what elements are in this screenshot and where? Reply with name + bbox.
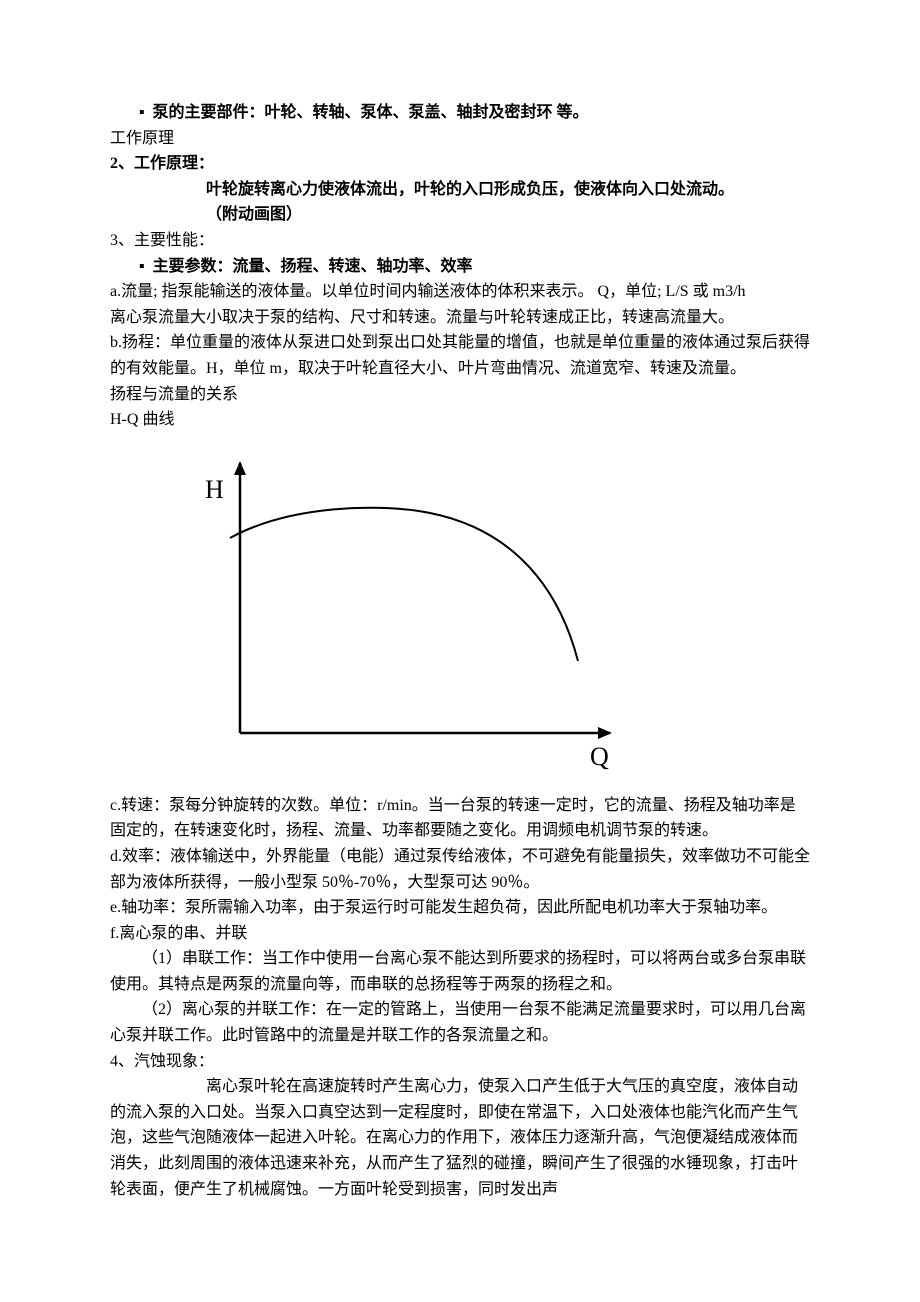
- principle-desc: 叶轮旋转离心力使液体流出，叶轮的入口形成负压，使液体向入口处流动。: [206, 177, 810, 203]
- hq-chart: HQ: [170, 443, 810, 773]
- para-d: d.效率：液体输送中，外界能量（电能）通过泵传给液体，不可避免有能量损失，效率做…: [110, 844, 810, 895]
- bullet-parts: ▪ 泵的主要部件：叶轮、转轴、泵体、泵盖、轴封及密封环 等。: [158, 100, 810, 126]
- bullet-params: ▪ 主要参数：流量、扬程、转速、轴功率、效率: [158, 254, 810, 280]
- para-cavitation: 离心泵叶轮在高速旋转时产生离心力，使泵入口产生低于大气压的真空度，液体自动的流入…: [110, 1074, 810, 1202]
- svg-text:Q: Q: [590, 742, 609, 771]
- para-f1: （1）串联工作：当工作中使用一台离心泵不能达到所要求的扬程时，可以将两台或多台泵…: [110, 946, 810, 997]
- para-b: b.扬程：单位重量的液体从泵进口处到泵出口处其能量的增值，也就是单位重量的液体通…: [110, 330, 810, 381]
- para-a: a.流量; 指泵能输送的液体量。以单位时间内输送液体的体积来表示。 Q，单位; …: [110, 279, 810, 305]
- section-2-title: 2、工作原理：: [110, 151, 810, 177]
- parts-text: 泵的主要部件：叶轮、转轴、泵体、泵盖、轴封及密封环 等。: [152, 104, 588, 121]
- params-text: 主要参数：流量、扬程、转速、轴功率、效率: [152, 258, 472, 275]
- section-4-title: 4、汽蚀现象：: [110, 1049, 810, 1075]
- para-e: e.轴功率：泵所需输入功率，由于泵运行时可能发生超负荷，因此所配电机功率大于泵轴…: [110, 895, 810, 921]
- para-a2: 离心泵流量大小取决于泵的结构、尺寸和转速。流量与叶轮转速成正比，转速高流量大。: [110, 305, 810, 331]
- para-c: c.转速：泵每分钟旋转的次数。单位：r/min。当一台泵的转速一定时，它的流量、…: [110, 793, 810, 844]
- para-f: f.离心泵的串、并联: [110, 921, 810, 947]
- section-3-title: 3、主要性能：: [110, 228, 810, 254]
- heading-principle-cn: 工作原理: [110, 126, 810, 152]
- svg-text:H: H: [205, 475, 224, 504]
- hq-curve-svg: HQ: [170, 443, 650, 773]
- animation-note: （附动画图）: [206, 202, 810, 228]
- para-hq: H-Q 曲线: [110, 407, 810, 433]
- para-relation: 扬程与流量的关系: [110, 382, 810, 408]
- para-f2: （2）离心泵的并联工作：在一定的管路上，当使用一台泵不能满足流量要求时，可以用几…: [110, 997, 810, 1048]
